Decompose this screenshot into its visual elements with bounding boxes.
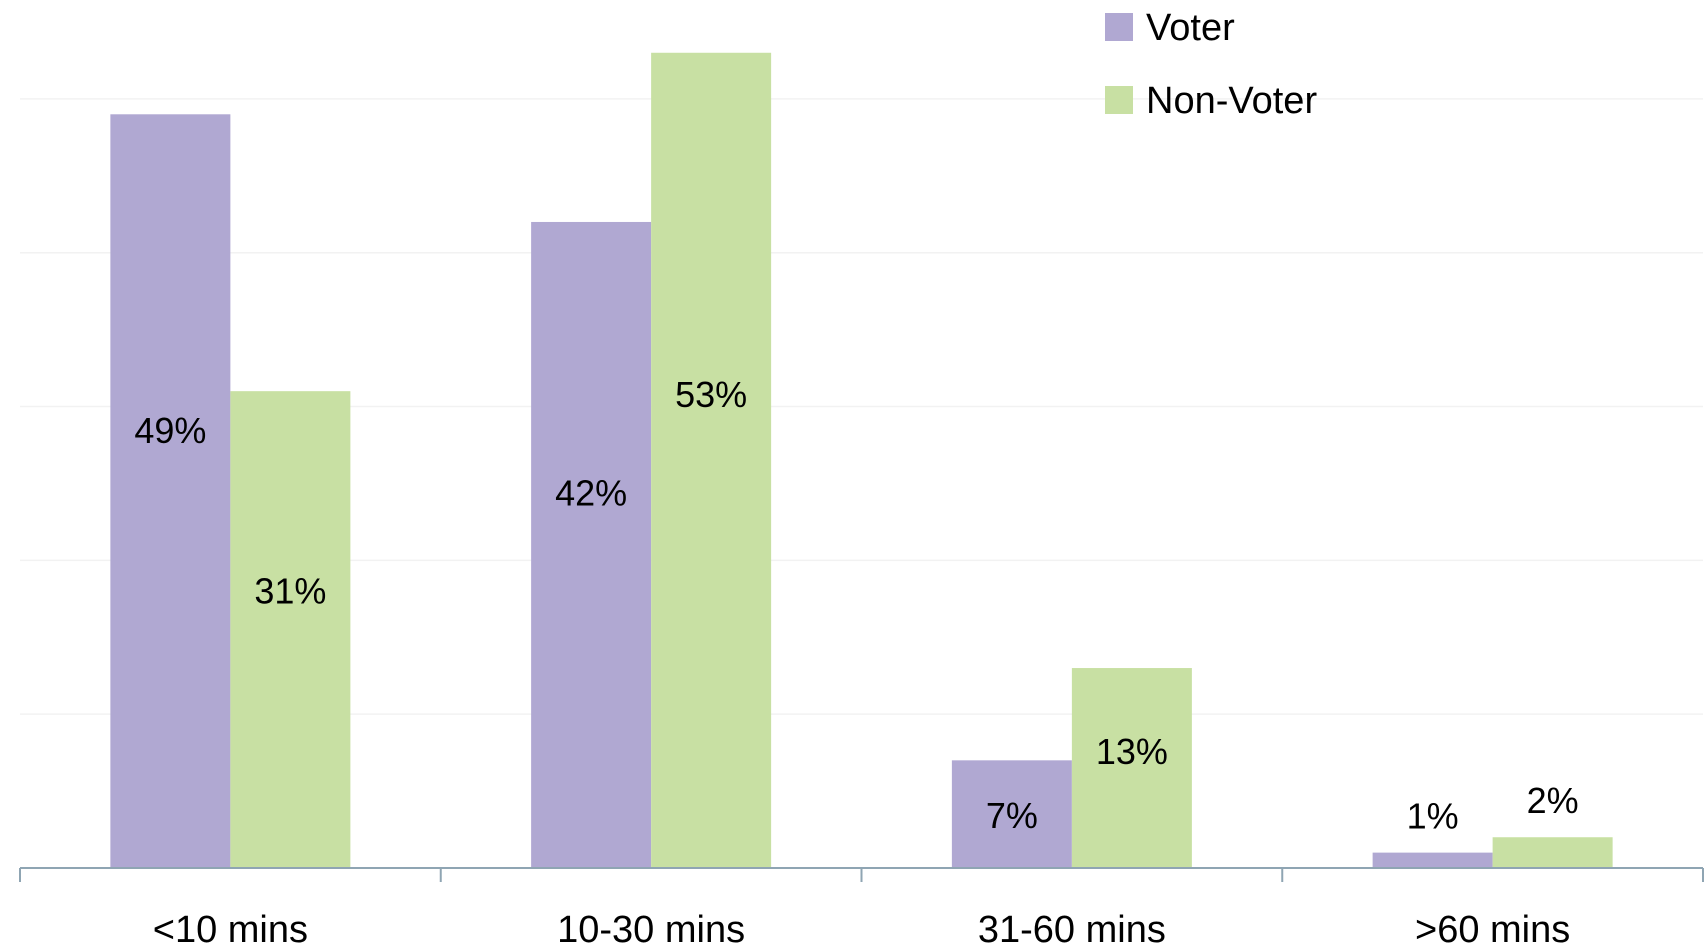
legend-label: Voter: [1146, 7, 1235, 49]
data-label: 7%: [986, 795, 1038, 836]
data-label: 53%: [675, 374, 747, 415]
data-labels: 49% 31% 42% 53% 7% 13% 1% 2%: [134, 374, 1578, 836]
x-tick-label: <10 mins: [153, 909, 308, 950]
bar-voter-1: [110, 114, 231, 869]
legend-swatch: [1105, 86, 1133, 114]
x-tick-label: 10-30 mins: [557, 909, 745, 950]
x-axis: <10 mins 10-30 mins 31-60 mins >60 mins: [19, 867, 1704, 950]
data-label: 31%: [254, 570, 326, 611]
data-label: 13%: [1096, 731, 1168, 772]
bar-non-voter-3: [1071, 668, 1192, 868]
legend-swatch: [1105, 13, 1133, 41]
bar-non-voter-4: [1492, 837, 1613, 868]
data-label: 2%: [1527, 780, 1579, 821]
bar-non-voter-2: [651, 52, 772, 869]
bars: [110, 52, 1613, 869]
bar-voter-3: [951, 760, 1072, 868]
data-label: 49%: [134, 410, 206, 451]
bar-voter-2: [531, 221, 652, 869]
legend: Voter Non-Voter: [1105, 7, 1317, 122]
x-tick-label: 31-60 mins: [978, 909, 1166, 950]
data-label: 42%: [555, 472, 627, 513]
data-label: 1%: [1407, 796, 1459, 837]
bar-voter-4: [1372, 852, 1493, 868]
legend-label: Non-Voter: [1146, 80, 1317, 122]
x-tick-label: >60 mins: [1415, 909, 1570, 950]
bar-non-voter-1: [230, 391, 351, 868]
